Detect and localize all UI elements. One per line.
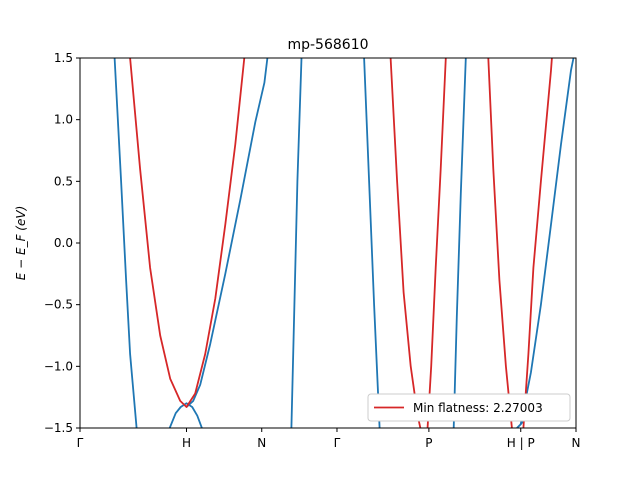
band-line: [129, 58, 246, 408]
x-axis: Γ H N Γ P H | P N: [77, 428, 581, 450]
y-tick-label: −1.5: [44, 421, 73, 435]
y-tick-label: 0.0: [54, 236, 73, 250]
band-line: [519, 58, 575, 425]
plot-frame: [79, 57, 577, 429]
y-tick-label: 1.0: [54, 113, 73, 127]
band-line: [389, 58, 422, 428]
y-tick-label: 1.5: [54, 51, 73, 65]
x-tick-label: Γ: [334, 436, 341, 450]
band-line: [426, 58, 447, 428]
series-layer: [113, 58, 575, 428]
band-line: [363, 58, 381, 428]
x-tick-label: P: [425, 436, 432, 450]
band-line: [113, 58, 138, 428]
legend-label: Min flatness: 2.27003: [413, 401, 543, 415]
y-tick-label: 0.5: [54, 174, 73, 188]
y-axis: −1.5 −1.0 −0.5 0.0 0.5 1.0 1.5: [44, 51, 80, 435]
x-tick-label: Γ: [77, 436, 84, 450]
y-tick-label: −1.0: [44, 359, 73, 373]
legend: Min flatness: 2.27003: [367, 393, 571, 422]
x-tick-label: N: [572, 436, 581, 450]
band-line: [290, 58, 303, 428]
legend-box: [367, 393, 571, 422]
band-line: [522, 58, 553, 428]
band-line: [185, 58, 269, 408]
chart-title: mp-568610: [287, 37, 368, 53]
x-tick-label: N: [257, 436, 266, 450]
band-line: [168, 402, 203, 428]
band-line: [487, 58, 513, 428]
x-tick-label: H: [182, 436, 191, 450]
x-tick-label: H | P: [507, 436, 535, 450]
y-tick-label: −0.5: [44, 298, 73, 312]
y-axis-label: E − E_F (eV): [14, 206, 28, 281]
band-line: [452, 58, 467, 428]
